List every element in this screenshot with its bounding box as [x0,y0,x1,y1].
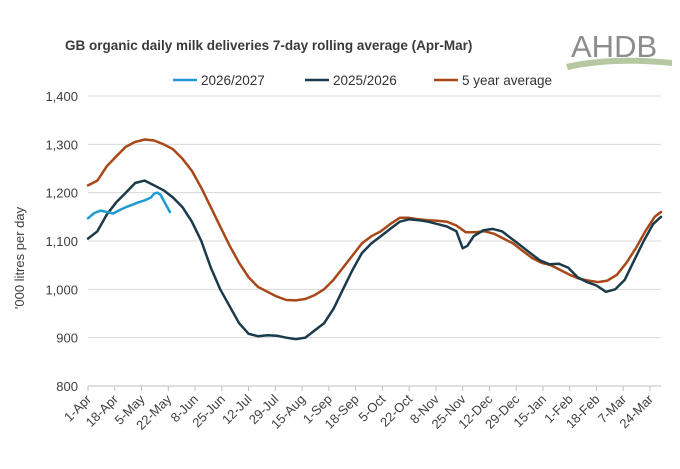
grid [88,95,661,339]
legend-label: 5 year average [462,73,552,88]
x-axis: 1-Apr18-Apr5-May22-May8-Jun25-Jun12-Jul2… [61,386,657,433]
series-line [86,179,663,341]
y-tick-label: 1,300 [45,137,78,152]
legend: 2026/2027 2025/2026 5 year average [173,73,552,88]
x-tick-label: 12-Jul [219,391,255,427]
y-tick-label: 1,400 [45,89,78,104]
y-tick-label: 900 [56,331,78,346]
logo-swoosh [566,57,672,70]
y-axis: 800 900 1,000 1,100 1,200 1,300 1,400 [45,89,78,394]
y-tick-label: 800 [56,379,78,394]
y-axis-title: '000 litres per day [12,206,27,309]
chart-title: GB organic daily milk deliveries 7-day r… [65,38,472,53]
y-tick-label: 1,100 [45,234,78,249]
legend-label: 2025/2026 [333,73,397,88]
ahdb-logo: AHDB [566,29,672,70]
legend-label: 2026/2027 [201,73,265,88]
series-line [86,191,172,220]
y-tick-label: 1,200 [45,186,78,201]
series-layer [86,138,663,341]
y-tick-label: 1,000 [45,282,78,297]
series-line [86,138,663,302]
